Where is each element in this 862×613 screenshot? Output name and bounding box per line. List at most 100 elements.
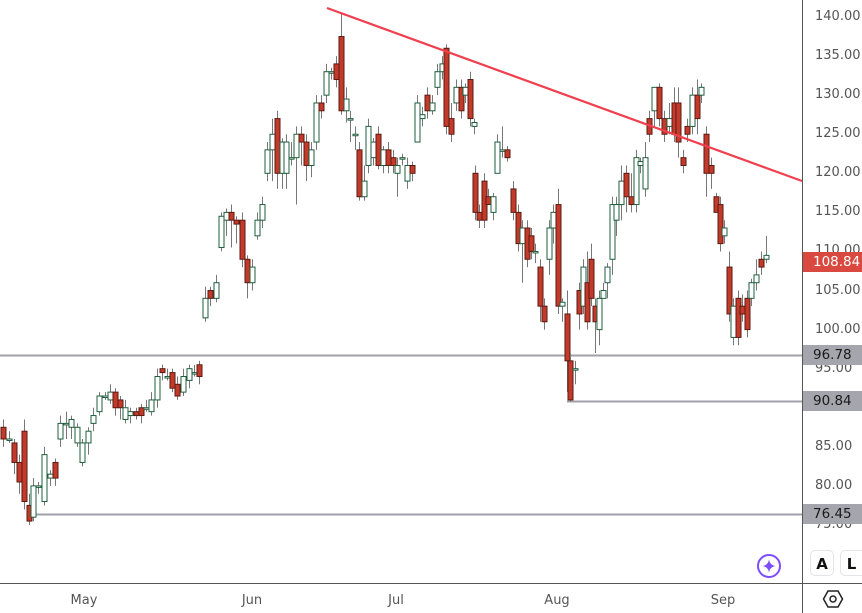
candle xyxy=(63,411,70,440)
candle xyxy=(6,431,13,443)
candle xyxy=(218,212,225,252)
time-axis[interactable]: May Jun Jul Aug Sep xyxy=(0,583,802,613)
candle xyxy=(721,220,728,244)
candle xyxy=(213,274,220,303)
candle xyxy=(609,196,616,275)
candle xyxy=(164,368,171,381)
candle xyxy=(448,102,455,143)
auto-scale-button[interactable]: A xyxy=(810,550,834,576)
sparkle-icon xyxy=(757,554,781,578)
candle xyxy=(546,220,553,275)
candle xyxy=(52,458,59,486)
candle xyxy=(613,196,620,236)
candle xyxy=(510,181,517,221)
candle xyxy=(628,173,635,213)
candle xyxy=(133,407,140,420)
candle xyxy=(174,376,181,400)
candle xyxy=(680,149,687,174)
level-badge-90-84: 90.84 xyxy=(803,391,862,411)
candle xyxy=(143,399,150,412)
assistant-button[interactable] xyxy=(756,553,782,579)
candle xyxy=(618,165,625,221)
candle xyxy=(390,149,397,174)
candle xyxy=(409,161,416,182)
candle xyxy=(519,220,526,283)
axis-corner xyxy=(802,583,862,613)
candle xyxy=(96,392,103,416)
candle xyxy=(264,142,271,182)
candle xyxy=(753,259,760,291)
candle xyxy=(207,286,214,307)
month-label-aug: Aug xyxy=(544,593,570,608)
candle xyxy=(85,427,92,455)
candle xyxy=(343,87,350,123)
candle xyxy=(453,79,460,111)
candle xyxy=(202,286,209,322)
candle xyxy=(180,368,187,397)
candle xyxy=(233,216,240,244)
candlestick-chart[interactable] xyxy=(0,0,802,583)
resistance-trendline[interactable] xyxy=(326,6,802,183)
candle xyxy=(429,95,436,115)
candle xyxy=(434,63,441,96)
candle xyxy=(666,102,673,135)
candle xyxy=(249,259,256,291)
candle xyxy=(467,71,474,127)
chart-settings-button[interactable] xyxy=(822,589,844,609)
candle xyxy=(148,392,155,416)
candle xyxy=(328,67,335,80)
candle xyxy=(471,118,478,135)
candle xyxy=(443,44,450,135)
price-tick: 80.00 xyxy=(815,477,853,493)
candle xyxy=(726,251,733,322)
candle xyxy=(102,392,109,400)
candle xyxy=(0,419,7,447)
candle xyxy=(559,298,566,322)
candle xyxy=(763,235,770,264)
candle xyxy=(675,87,682,158)
candle xyxy=(694,79,701,135)
candle xyxy=(717,196,724,252)
candle xyxy=(424,87,431,119)
candle xyxy=(385,142,392,174)
candle xyxy=(283,134,290,189)
candle xyxy=(528,228,535,260)
candle xyxy=(604,263,611,299)
candle xyxy=(555,188,562,314)
hexagon-settings-icon xyxy=(822,590,844,608)
candle xyxy=(318,95,325,119)
month-label-jun: Jun xyxy=(241,593,263,608)
level-badge-96-78: 96.78 xyxy=(803,345,862,365)
candle xyxy=(274,110,281,189)
candle xyxy=(633,149,640,213)
candle xyxy=(16,454,23,494)
candle xyxy=(57,415,64,447)
price-tick: 125.00 xyxy=(815,126,861,142)
candle xyxy=(394,157,401,197)
candle xyxy=(656,83,663,127)
candle xyxy=(288,142,295,166)
chart-pane[interactable] xyxy=(0,0,802,583)
candle xyxy=(708,157,715,189)
candle xyxy=(537,259,544,322)
price-tick: 135.00 xyxy=(815,48,861,64)
price-tick: 120.00 xyxy=(815,165,861,181)
month-label-jul: Jul xyxy=(388,593,404,608)
candle xyxy=(703,126,710,197)
candle xyxy=(404,157,411,189)
candle xyxy=(541,298,548,330)
candle xyxy=(494,134,501,174)
candle xyxy=(11,439,18,475)
price-axis[interactable]: 140.00 135.00 130.00 125.00 120.00 115.00 110.… xyxy=(802,0,862,583)
candle xyxy=(68,415,75,440)
candle xyxy=(138,403,145,424)
candle xyxy=(117,396,124,420)
candle xyxy=(623,165,630,213)
candle xyxy=(313,95,320,150)
candle xyxy=(308,142,315,178)
candle xyxy=(298,126,305,166)
candle xyxy=(419,106,426,127)
log-scale-button[interactable]: L xyxy=(840,550,862,576)
price-tick: 140.00 xyxy=(815,9,861,24)
candle xyxy=(112,388,119,416)
